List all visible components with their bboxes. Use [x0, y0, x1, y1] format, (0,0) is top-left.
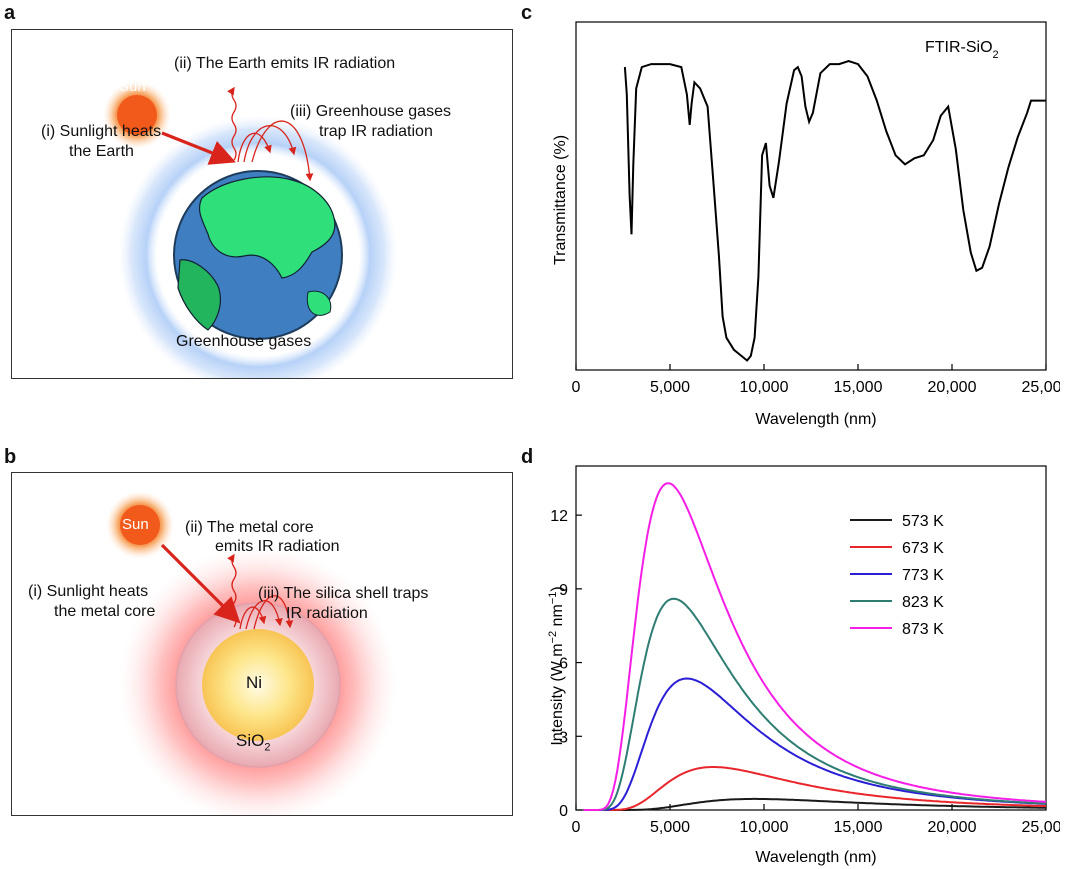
legend-label: 823 K [902, 594, 944, 611]
intensity-xtick-label: 25,000 [1022, 819, 1060, 836]
ir-trap-arrow-3 [251, 120, 314, 182]
panel-a-schematic: Sun (ii) The Earth emits IR radiation (i… [11, 29, 513, 379]
ir-emission-wave-b [227, 553, 237, 628]
intensity-xtick-label: 20,000 [928, 819, 977, 836]
step-iii-label-b-line2: IR radiation [286, 605, 368, 622]
ftir-xtick-label: 5,000 [650, 379, 690, 396]
ftir-transmittance-line [623, 59, 1046, 362]
intensity-ytick-label: 12 [550, 508, 568, 525]
intensity-series-823-k [583, 597, 1047, 811]
intensity-ylabel-end: ) [549, 586, 566, 591]
step-ii-label-a: (ii) The Earth emits IR radiation [174, 55, 396, 72]
panel-letter-d: d [521, 446, 534, 468]
intensity-ytick-label: 9 [559, 582, 568, 599]
ftir-ylabel: Transmittance (%) [552, 135, 569, 265]
intensity-ytick-label: 6 [559, 656, 568, 673]
intensity-series-673-k [583, 766, 1046, 811]
core-shell-illustration [106, 491, 398, 815]
sun-a-icon [117, 95, 157, 135]
intensity-xlabel: Wavelength (nm) [755, 849, 876, 866]
sun-a-label: Sun [119, 78, 146, 95]
step-iii-label-a-line1: (iii) Greenhouse gases [290, 103, 451, 120]
ir-trap-arrow-2 [243, 125, 297, 163]
ftir-xtick-label: 20,000 [928, 379, 977, 396]
intensity-series-lines [583, 482, 1047, 811]
ftir-xtick-label: 10,000 [740, 379, 789, 396]
ftir-xtick-label: 0 [572, 379, 581, 396]
ir-trap-arrow-1 [237, 132, 272, 163]
intensity-series-873-k [583, 482, 1047, 811]
legend-label: 773 K [902, 567, 944, 584]
panel-b-schematic: Sun (ii) The metal core emits IR radiati… [11, 472, 513, 816]
earth-continent-australia [306, 290, 332, 316]
intensity-series-773-k [583, 677, 1047, 811]
intensity-xtick-label: 5,000 [650, 819, 690, 836]
intensity-xtick-label: 15,000 [834, 819, 883, 836]
greenhouse-gases-caption: Greenhouse gases [176, 333, 312, 350]
step-ii-label-b-line1: (ii) The metal core [185, 519, 314, 536]
sunlight-arrow-a [161, 131, 236, 165]
sun-b-label: Sun [122, 516, 149, 533]
intensity-ylabel-sup1: −2 [547, 631, 559, 644]
ir-emission-wave-a [227, 86, 237, 161]
ftir-annotation-main: FTIR-SiO [925, 39, 993, 56]
shell-trap-arrow-3 [253, 595, 294, 630]
sio2-shell-label-main: SiO [236, 731, 265, 750]
sio2-shell-label-sub: 2 [264, 741, 271, 754]
earth-continent-africa [177, 259, 221, 331]
intensity-chart: 0 5,000 10,000 15,000 20,000 25,000 0 3 6 9 12 573… [547, 465, 1060, 866]
earth-continent-eurasia [198, 176, 336, 279]
shell-trap-arrow-2 [245, 600, 283, 630]
step-i-label-a-line1: (i) Sunlight heats [41, 123, 162, 140]
greenhouse-illustration [103, 81, 398, 378]
ftir-plot-frame [575, 21, 1047, 371]
legend-label: 573 K [902, 513, 944, 530]
intensity-xtick-label: 0 [572, 819, 581, 836]
step-i-label-b-line2: the metal core [54, 603, 156, 620]
ftir-axes: 0 5,000 10,000 15,000 20,000 25,000 [572, 21, 1060, 396]
panel-letter-b: b [4, 446, 17, 468]
ftir-xtick-label: 25,000 [1022, 379, 1060, 396]
intensity-series-573-k [583, 797, 1047, 811]
panel-letter-a: a [4, 2, 16, 24]
step-ii-label-b-line2: emits IR radiation [215, 538, 340, 555]
step-i-label-b-line1: (i) Sunlight heats [28, 583, 149, 600]
ftir-xtick-label: 15,000 [834, 379, 883, 396]
intensity-axes: 0 5,000 10,000 15,000 20,000 25,000 0 3 6 9 12 [550, 465, 1060, 836]
intensity-ytick-label: 3 [559, 729, 568, 746]
step-iii-label-b-line1: (iii) The silica shell traps [258, 585, 429, 602]
intensity-plot-frame [575, 465, 1047, 811]
intensity-ytick-label: 0 [559, 803, 568, 820]
ftir-annotation: FTIR-SiO2 [925, 39, 999, 61]
intensity-ylabel-mid: nm [549, 604, 566, 631]
intensity-legend: 573 K 673 K 773 K 823 K 873 K [850, 513, 944, 638]
ftir-annotation-sub: 2 [993, 49, 999, 61]
intensity-ylabel-main: Intensity (W m [549, 643, 566, 745]
step-i-label-a-line2: the Earth [69, 143, 134, 160]
ftir-xlabel: Wavelength (nm) [755, 411, 876, 428]
panel-letter-c: c [521, 2, 533, 24]
sunlight-arrow-b [160, 543, 241, 624]
nickel-core [202, 629, 314, 741]
shell-trap-arrow-1 [239, 606, 267, 630]
legend-label: 673 K [902, 540, 944, 557]
ni-core-label: Ni [246, 673, 263, 692]
step-iii-label-a-line2: trap IR radiation [319, 123, 433, 140]
intensity-ylabel: Intensity (W m−2 nm−1) [547, 586, 566, 745]
sun-b-icon [120, 505, 160, 545]
intensity-xtick-label: 10,000 [740, 819, 789, 836]
intensity-ylabel-sup2: −1 [547, 592, 559, 605]
legend-label: 873 K [902, 621, 944, 638]
ftir-chart: 0 5,000 10,000 15,000 20,000 25,000 FTIR-SiO2… [552, 21, 1060, 428]
sio2-shell-label: SiO2 [236, 731, 270, 757]
